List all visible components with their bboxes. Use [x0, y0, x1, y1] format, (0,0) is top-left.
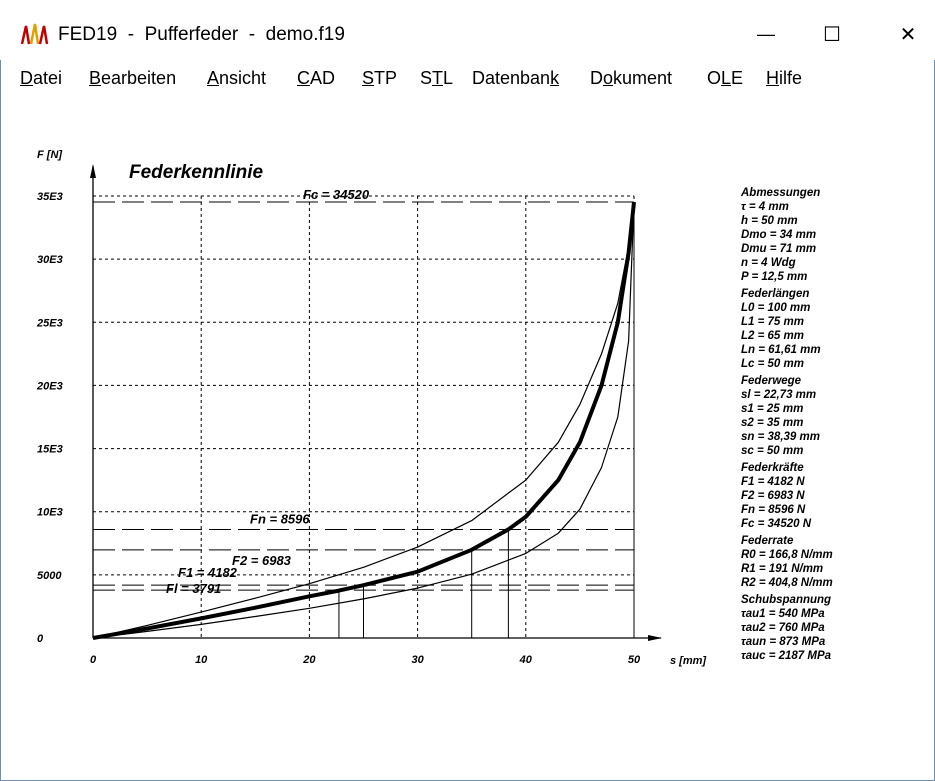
y-tick-label: 0 [37, 633, 44, 645]
x-axis-arrow [648, 635, 662, 641]
panel-value: τ = 4 mm [741, 201, 789, 213]
menu-item-hilfe[interactable]: Hilfe [766, 68, 803, 88]
spring-data-panel: Abmessungen τ = 4 mm h = 50 mm Dmo = 34 mm D… [741, 183, 931, 663]
panel-group-title: Abmessungen [741, 187, 821, 199]
panel-value: h = 50 mm [741, 215, 798, 227]
x-tick-label: 0 [90, 654, 97, 666]
panel-group-2: Federwege sl = 22,73 mm s1 = 25 mm s2 = 35 … [741, 374, 931, 458]
y-tick-label: 5000 [37, 570, 62, 582]
panel-value: τaun = 873 MPa [741, 636, 826, 648]
y-axis-arrow [90, 164, 96, 178]
y-tick-label: 10E3 [37, 507, 63, 519]
menu-bar: Datei Bearbeiten Ansicht CAD STP STL Datenbank… [0, 66, 935, 94]
menu-item-datei[interactable]: Datei [20, 68, 63, 88]
curve-main [92, 201, 636, 640]
force-level-label: F2 = 6983 [232, 553, 292, 568]
force-level-label: Fn = 8596 [250, 511, 310, 526]
x-tick-label: 20 [302, 654, 316, 666]
panel-value: τau1 = 540 MPa [741, 608, 825, 620]
panel-value: s2 = 35 mm [741, 417, 804, 429]
minimize-icon: — [757, 23, 775, 44]
menu-item-datenbank[interactable]: Datenbank [472, 68, 560, 88]
y-tick-label: 20E3 [36, 380, 63, 392]
panel-value: sc = 50 mm [741, 445, 804, 457]
panel-value: sn = 38,39 mm [741, 431, 820, 443]
panel-group-title: Federrate [741, 535, 794, 547]
x-axis-label: s [mm] [670, 655, 706, 667]
panel-group-title: Federkräfte [741, 462, 804, 474]
menu-item-bearbeiten[interactable]: Bearbeiten [89, 68, 177, 88]
panel-value: L1 = 75 mm [741, 316, 804, 328]
menu-item-stl[interactable]: STL [420, 68, 454, 88]
panel-value: n = 4 Wdg [741, 257, 796, 269]
force-level-label: F1 = 4182 [178, 565, 238, 580]
chart-title: Federkennlinie [129, 162, 264, 183]
menu-item-dokument[interactable]: Dokument [590, 68, 673, 88]
panel-value: Ln = 61,61 mm [741, 344, 821, 356]
spring-characteristic-chart: 0 10 20 30 40 50 0 5000 10E3 15E3 20E3 25E3 30E3 35E3… [36, 149, 706, 667]
window-title: FED19 - Pufferfeder - demo.f19 [58, 24, 345, 45]
panel-value: F1 = 4182 N [741, 476, 805, 488]
panel-value: R1 = 191 N/mm [741, 563, 824, 575]
panel-value: Fn = 8596 N [741, 504, 806, 516]
panel-group-0: Abmessungen τ = 4 mm h = 50 mm Dmo = 34 mm D… [741, 186, 931, 284]
y-tick-label: 30E3 [37, 254, 63, 266]
menu-item-ole[interactable]: OLE [707, 68, 744, 88]
panel-value: sl = 22,73 mm [741, 389, 817, 401]
maximize-button[interactable]: ☐ [807, 16, 857, 52]
curve-lower [92, 202, 635, 639]
panel-value: Dmu = 71 mm [741, 243, 817, 255]
y-tick-label: 15E3 [37, 444, 63, 456]
title-bar[interactable]: FED19 - Pufferfeder - demo.f19 — ☐ ✕ [0, 0, 935, 60]
panel-value: P = 12,5 mm [741, 271, 808, 283]
panel-value: s1 = 25 mm [741, 403, 804, 415]
panel-group-4: Federrate R0 = 166,8 N/mm R1 = 191 N/mm R2 … [741, 534, 931, 590]
panel-value: R2 = 404,8 N/mm [741, 577, 833, 589]
minimize-button[interactable]: — [741, 16, 791, 52]
panel-group-title: Schubspannung [741, 594, 832, 606]
y-axis-label: F [N] [37, 149, 62, 161]
force-level-label: Fl = 3791 [166, 581, 221, 596]
panel-group-title: Federlängen [741, 288, 810, 300]
panel-value: F2 = 6983 N [741, 490, 805, 502]
panel-group-3: Federkräfte F1 = 4182 N F2 = 6983 N Fn = 85… [741, 461, 931, 531]
menu-item-stp[interactable]: STP [362, 68, 398, 88]
panel-value: L2 = 65 mm [741, 330, 804, 342]
panel-value: Fc = 34520 N [741, 518, 812, 530]
panel-value: L0 = 100 mm [741, 302, 811, 314]
y-tick-label: 25E3 [36, 317, 63, 329]
close-icon: ✕ [899, 23, 917, 46]
x-tick-label: 50 [628, 654, 641, 666]
app-spring-icon [20, 23, 49, 45]
panel-group-1: Federlängen L0 = 100 mm L1 = 75 mm L2 = 65 … [741, 287, 931, 371]
panel-group-5: Schubspannung τau1 = 540 MPa τau2 = 760 MP… [741, 593, 931, 663]
panel-value: Dmo = 34 mm [741, 229, 817, 241]
x-tick-label: 10 [195, 654, 208, 666]
x-tick-label: 30 [411, 654, 424, 666]
y-tick-label: 35E3 [37, 191, 63, 203]
maximize-icon: ☐ [823, 23, 841, 46]
curve-upper [92, 202, 635, 639]
force-level-label: Fc = 34520 [303, 187, 370, 202]
menu-item-cad[interactable]: CAD [297, 68, 336, 88]
panel-value: τauc = 2187 MPa [741, 650, 832, 662]
panel-value: R0 = 166,8 N/mm [741, 549, 833, 561]
close-button[interactable]: ✕ [883, 16, 933, 52]
x-tick-label: 40 [519, 654, 533, 666]
menu-item-ansicht[interactable]: Ansicht [207, 68, 267, 88]
panel-value: τau2 = 760 MPa [741, 622, 825, 634]
panel-group-title: Federwege [741, 375, 802, 387]
panel-value: Lc = 50 mm [741, 358, 804, 370]
